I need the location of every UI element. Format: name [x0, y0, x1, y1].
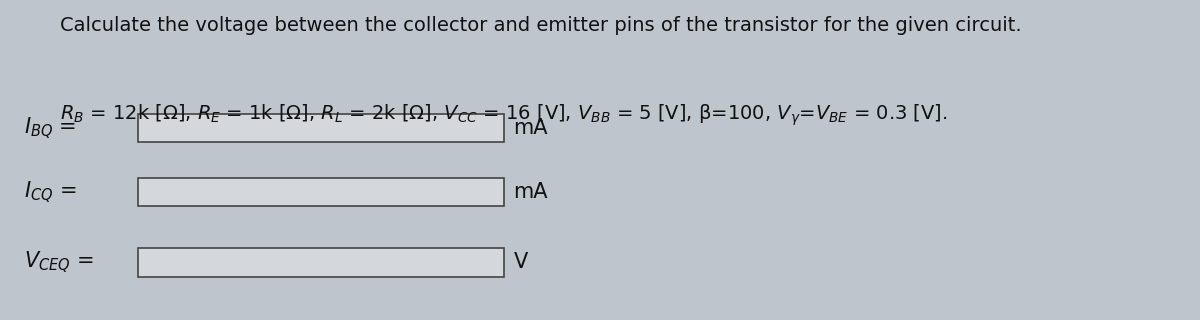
Text: $V_{CEQ}$ =: $V_{CEQ}$ =	[24, 250, 94, 275]
FancyBboxPatch shape	[138, 248, 504, 277]
Text: $I_{CQ}$ =: $I_{CQ}$ =	[24, 179, 77, 205]
Text: Calculate the voltage between the collector and emitter pins of the transistor f: Calculate the voltage between the collec…	[60, 16, 1021, 35]
Text: $R_B$ = 12k [Ω], $R_E$ = 1k [Ω], $R_L$ = 2k [Ω], $V_{CC}$ = 16 [V], $V_{BB}$ = 5: $R_B$ = 12k [Ω], $R_E$ = 1k [Ω], $R_L$ =…	[60, 102, 948, 128]
FancyBboxPatch shape	[138, 178, 504, 206]
Text: $I_{BQ}$ =: $I_{BQ}$ =	[24, 115, 77, 141]
Text: mA: mA	[514, 118, 548, 138]
Text: V: V	[514, 252, 528, 272]
FancyBboxPatch shape	[138, 114, 504, 142]
Text: mA: mA	[514, 182, 548, 202]
